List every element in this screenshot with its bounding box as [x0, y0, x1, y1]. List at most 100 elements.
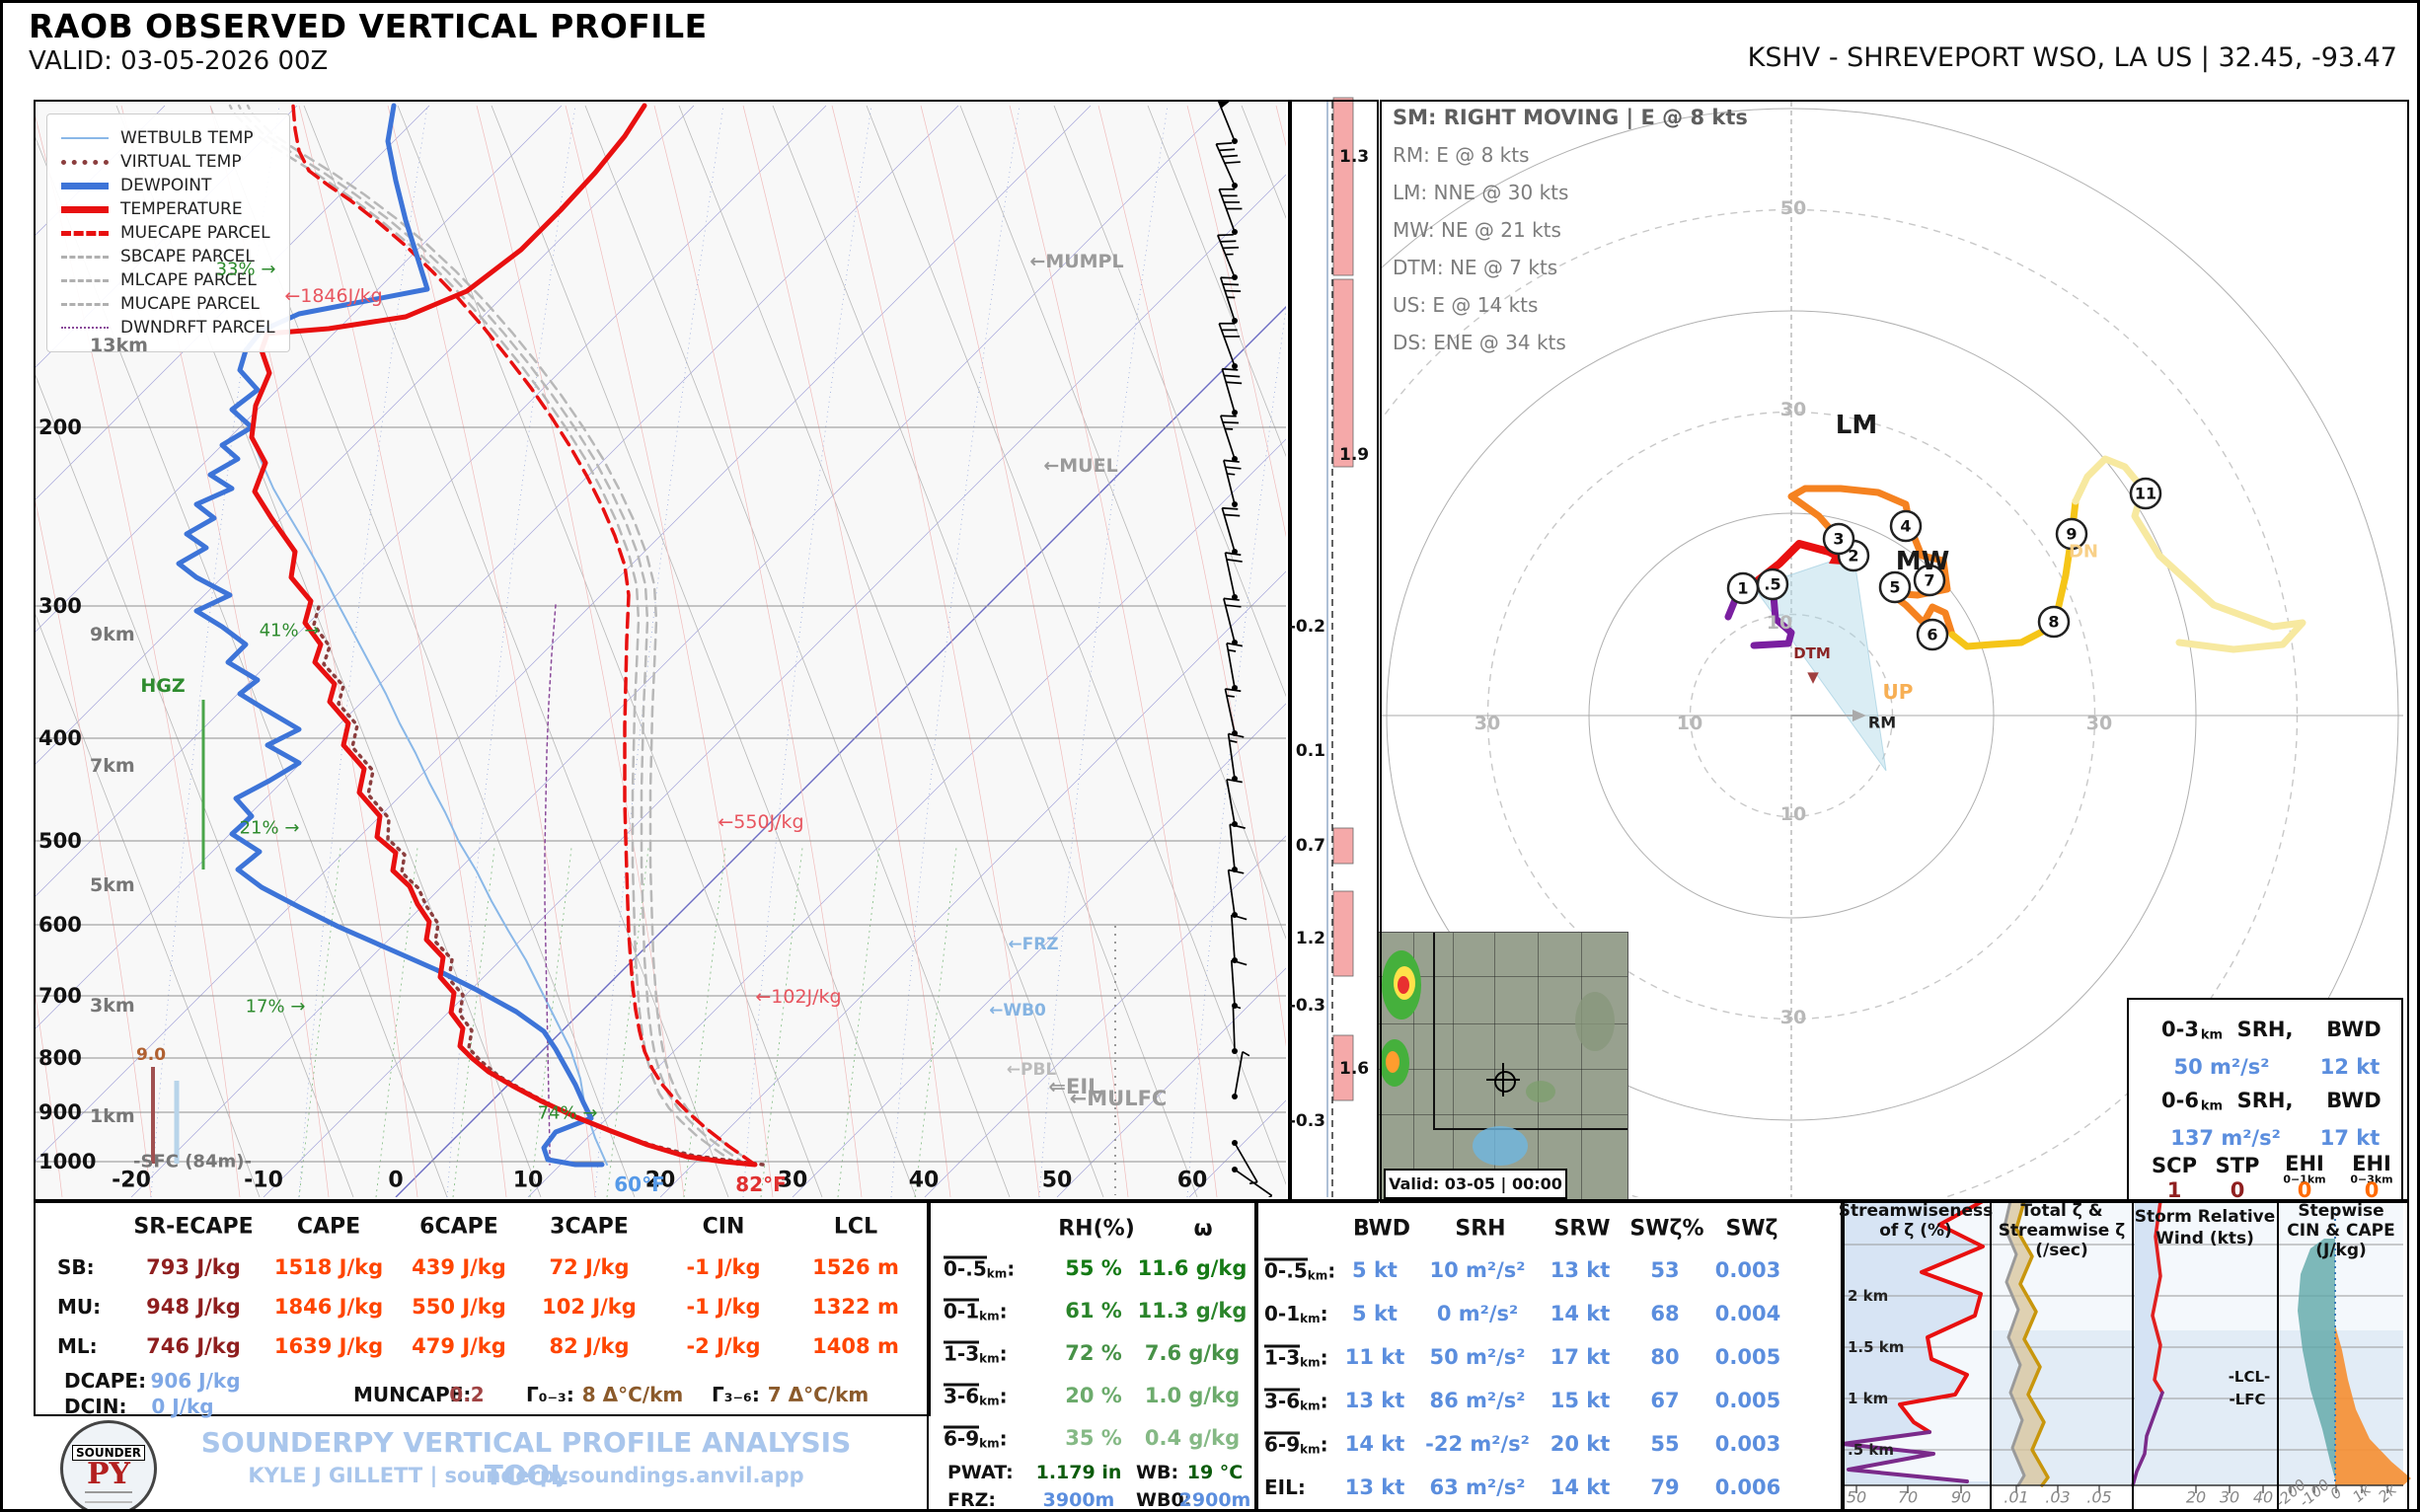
label-ptt: Total ζ & [2020, 1201, 2103, 1221]
radar-echo [1473, 1126, 1528, 1166]
label-pres: 600 [38, 913, 82, 937]
label-smr: US: E @ 14 kts [1393, 293, 1539, 317]
label-dcv: 906 J/kg [150, 1369, 241, 1393]
thermo-header-CIN: CIN [702, 1214, 745, 1240]
virtual-line-swatch-icon [61, 159, 109, 165]
label-bluv: 2900m [1178, 1489, 1251, 1511]
rh-value: 20 % [1065, 1384, 1122, 1407]
label-ring: 30 [1474, 713, 1501, 734]
layer-colon: : [1007, 1256, 1016, 1281]
label-ph: 1 km [1848, 1390, 1889, 1407]
label-pres: 300 [38, 594, 82, 618]
trace-1-3km [1787, 485, 1956, 639]
layer-colon: : [999, 1384, 1008, 1408]
layer-text: 0-.5 [1264, 1257, 1308, 1283]
thermo-cell: 479 J/kg [412, 1334, 506, 1358]
label-ring: 30 [2085, 713, 2113, 734]
label-pres: 400 [38, 726, 82, 750]
kinematics-cell: 14 kt [1550, 1475, 1611, 1499]
thermo-cell: 948 J/kg [146, 1295, 241, 1319]
label-lm: MW [1895, 547, 1950, 576]
wetbulb-temp [251, 436, 608, 1166]
label-auxr: 1.9 [1339, 445, 1370, 465]
label-auxl: 0.7 [1295, 836, 1325, 856]
county-line [1378, 976, 1627, 977]
label-sbl: SRH, [2236, 1089, 2294, 1112]
label-ptt: Streamwiseness [1838, 1201, 1994, 1221]
label-grn: 33% → [215, 259, 276, 280]
layer-colon: : [999, 1299, 1008, 1323]
label-thl2: PWAT: [947, 1462, 1014, 1483]
label-redann: ←1846J/kg [284, 285, 383, 307]
svg-text:.5: .5 [1764, 575, 1780, 594]
layer-text: 3-6 [1264, 1388, 1301, 1413]
legend-label: WETBULB TEMP [120, 128, 254, 148]
kinematics-cell: 13 kt [1344, 1475, 1405, 1499]
thermo-cell: 72 J/kg [549, 1255, 630, 1279]
county-line [1494, 933, 1495, 1201]
layer-sub: km [1300, 1399, 1321, 1413]
label-tick: -10 [244, 1168, 283, 1193]
thermo-cell: 1526 m [812, 1255, 899, 1279]
label-gv: 7 Δ°C/km [767, 1383, 870, 1406]
label-sbs2: 0−1km [2283, 1172, 2326, 1186]
layer-colon: : [1320, 1432, 1328, 1457]
layer-text: 0-1 [1264, 1302, 1301, 1325]
skewt-legend: WETBULB TEMP VIRTUAL TEMP DEWPOINT TEMPERAT… [46, 113, 290, 352]
thermo-cell: 439 J/kg [412, 1255, 506, 1279]
label-pt: 70 [1897, 1487, 1919, 1507]
thermo-row-label: MU: [57, 1295, 102, 1319]
radar-echo [1398, 976, 1409, 994]
label-pt: 30 [2219, 1487, 2240, 1507]
kinematics-cell: 68 [1650, 1302, 1680, 1325]
logo-text-big: PY [87, 1457, 130, 1491]
label-grn: 21% → [239, 817, 300, 839]
label-pres: 500 [38, 829, 82, 853]
layer-sub: km [979, 1351, 1000, 1366]
layer-sub: km [1300, 1442, 1321, 1457]
label-bluv: 3900m [1042, 1489, 1115, 1511]
label-sc1: 1 [2166, 1178, 2182, 1202]
kinematics-row-label: 3-6km: [1264, 1388, 1328, 1413]
wetbulb-line-swatch-icon [61, 137, 109, 139]
moisture-row-label: 0-1km: [944, 1298, 1008, 1323]
svg-text:3: 3 [1833, 530, 1844, 549]
label-sbl: SRH, [2236, 1018, 2294, 1041]
label-sbv: 17 kt [2319, 1126, 2381, 1150]
station-crosshair-icon [1494, 1071, 1516, 1093]
layer-text: 1-3 [1264, 1344, 1301, 1370]
county-line [1378, 1023, 1627, 1024]
legend-label: VIRTUAL TEMP [120, 152, 242, 172]
virtual-temp [312, 601, 765, 1167]
terrain-patch [1575, 992, 1615, 1051]
thermo-cell: 793 J/kg [146, 1255, 241, 1279]
label-tick: 10 [512, 1168, 544, 1193]
logo-fineprint [85, 1490, 132, 1503]
station-title: KSHV - SHREVEPORT WSO, LA US | 32.45, -9… [1747, 42, 2397, 73]
state-border [1433, 1128, 1627, 1130]
layer-colon: : [1320, 1389, 1328, 1413]
label-sc2: 0 [2364, 1178, 2380, 1202]
label-auxl: -0.3 [1288, 996, 1325, 1016]
logo-text-top: SOUNDER [71, 1445, 146, 1461]
legend-label: MUCAPE PARCEL [120, 294, 260, 314]
legend-item-temperature: TEMPERATURE [61, 199, 275, 219]
label-ring: 30 [1779, 399, 1807, 420]
label-tick: 0 [388, 1168, 404, 1193]
rh-value: 35 % [1065, 1426, 1122, 1450]
legend-item-virtual: VIRTUAL TEMP [61, 152, 275, 172]
label-ring: 50 [1779, 197, 1807, 219]
label-th: ω [1193, 1216, 1213, 1242]
label-pres: 700 [38, 984, 82, 1008]
layer-colon: : [1327, 1258, 1336, 1283]
label-dgzc: 9.0 [135, 1045, 167, 1065]
label-sbl: BWD [2326, 1018, 2382, 1041]
thermo-cell: 102 J/kg [542, 1295, 637, 1319]
dewpoint-line-swatch-icon [61, 182, 109, 189]
label-sbs: km [2200, 1098, 2224, 1114]
rh-value: 61 % [1065, 1299, 1122, 1323]
thermo-cell: 1846 J/kg [273, 1295, 384, 1319]
label-ptt: Wind (kts) [2155, 1229, 2254, 1248]
label-ph: 2 km [1848, 1287, 1889, 1305]
label-thl: Γ₀₋₃: [526, 1383, 574, 1406]
